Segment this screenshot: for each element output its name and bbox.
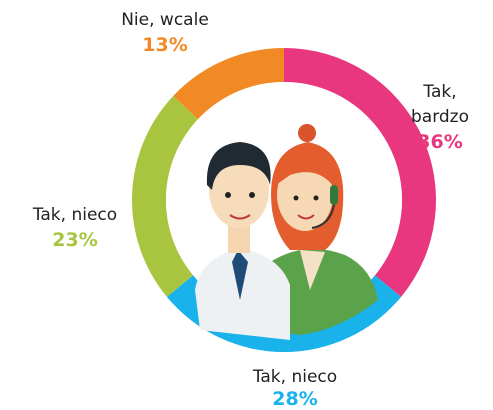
illustration bbox=[166, 82, 402, 340]
segment-label: Tak, nieco 23% bbox=[10, 203, 140, 253]
category-label: Tak, nieco bbox=[252, 367, 338, 387]
category-label: Tak, bardzo bbox=[410, 82, 469, 127]
donut-segment bbox=[284, 48, 437, 297]
donut-segment bbox=[173, 48, 284, 120]
value-label: 23% bbox=[52, 229, 98, 251]
category-label: Tak, nieco bbox=[32, 205, 118, 225]
segment-label: Nie, wcale 13% bbox=[95, 8, 235, 58]
segment-label: Tak, bardzo 36% bbox=[405, 80, 475, 155]
category-label: Nie, wcale bbox=[121, 10, 209, 30]
value-label: 28% bbox=[272, 388, 318, 410]
value-label: 13% bbox=[142, 34, 188, 56]
donut-segment bbox=[132, 95, 198, 297]
value-label: 36% bbox=[417, 131, 463, 153]
segment-label: Tak, nieco 28% bbox=[225, 366, 365, 410]
